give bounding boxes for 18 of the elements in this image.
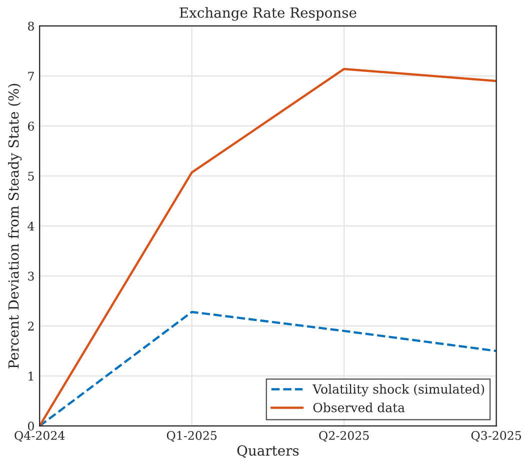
legend-label: Volatility shock (simulated) bbox=[312, 384, 484, 396]
y-tick-label: 2 bbox=[28, 322, 34, 330]
x-tick-label: Q3-2025 bbox=[471, 431, 522, 442]
x-axis-title: Quarters bbox=[237, 445, 299, 458]
y-tick-label: 5 bbox=[28, 172, 34, 181]
y-tick-label: 3 bbox=[28, 272, 34, 281]
x-tick-label: Q1-2025 bbox=[166, 431, 217, 442]
y-tick-label: 0 bbox=[28, 422, 34, 431]
legend-label: Observed data bbox=[313, 402, 405, 412]
x-tick-label: Q2-2025 bbox=[319, 431, 369, 442]
y-tick-label: 4 bbox=[28, 222, 34, 230]
y-tick-label: 6 bbox=[28, 122, 34, 131]
y-axis-title: Percent Deviation from Steady State (%) bbox=[8, 84, 22, 368]
y-tick-label: 8 bbox=[28, 22, 34, 31]
x-tick-label: Q4-2024 bbox=[14, 431, 65, 442]
y-tick-label: 1 bbox=[28, 372, 34, 380]
y-tick-label: 7 bbox=[28, 72, 34, 80]
chart-title: Exchange Rate Response bbox=[180, 7, 356, 21]
